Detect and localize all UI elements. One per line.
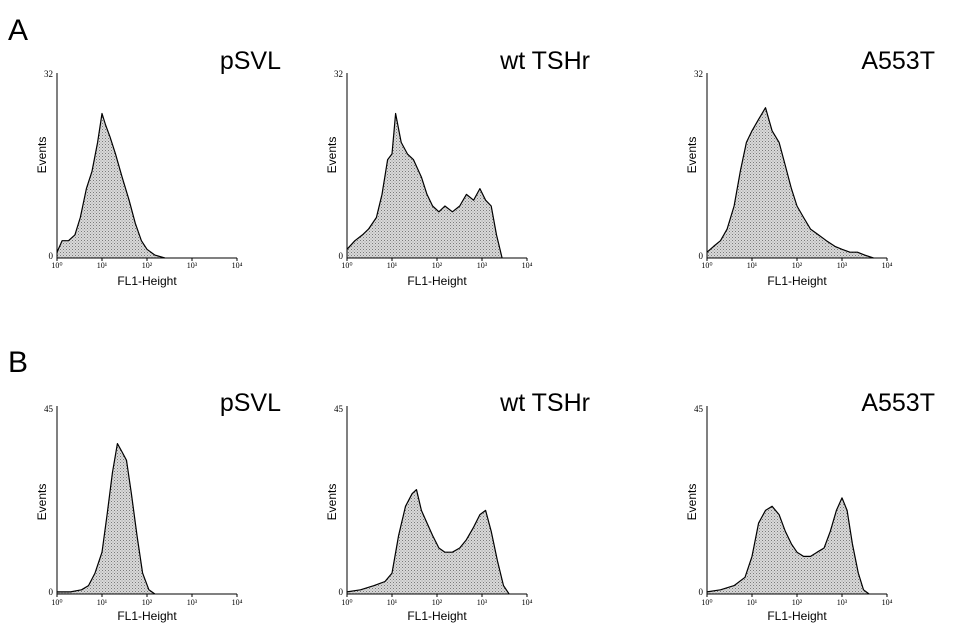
x-tick-label: 10⁰ <box>51 598 62 607</box>
x-tick-label: 10² <box>792 261 803 270</box>
sample-title: wt TSHr <box>499 389 590 417</box>
x-tick-label: 10⁰ <box>51 261 62 270</box>
x-tick-label: 10⁴ <box>882 261 893 270</box>
x-tick-label: 10² <box>792 598 803 607</box>
sample-title: pSVL <box>220 47 281 75</box>
x-tick-label: 10⁴ <box>522 598 533 607</box>
x-axis-label: FL1-Height <box>767 274 827 288</box>
histogram-outline <box>346 489 510 595</box>
sample-title: pSVL <box>220 389 281 417</box>
sample-title: A553T <box>861 389 935 417</box>
y-max-label: 32 <box>44 69 53 79</box>
x-tick-label: 10⁴ <box>232 598 243 607</box>
y-axis-label: Events <box>685 484 699 521</box>
y-min-label: 0 <box>49 587 54 597</box>
x-tick-label: 10³ <box>187 261 198 270</box>
x-tick-label: 10⁰ <box>341 261 352 270</box>
y-axis-label: Events <box>35 137 49 174</box>
y-max-label: 45 <box>694 404 704 414</box>
x-tick-label: 10¹ <box>387 598 398 607</box>
y-max-label: 45 <box>44 404 54 414</box>
histogram-outline <box>706 497 870 595</box>
x-axis-label: FL1-Height <box>767 609 827 623</box>
x-tick-label: 10⁰ <box>701 261 712 270</box>
x-tick-label: 10³ <box>187 598 198 607</box>
x-axis-label: FL1-Height <box>117 274 177 288</box>
histogram-fill <box>707 497 870 594</box>
x-tick-label: 10³ <box>837 598 848 607</box>
y-max-label: 45 <box>334 404 344 414</box>
x-axis-label: FL1-Height <box>117 609 177 623</box>
histogram-outline <box>56 112 166 259</box>
x-tick-label: 10¹ <box>97 261 108 270</box>
panel-letter-a: A <box>8 14 28 47</box>
histogram-outline <box>706 107 874 259</box>
panel-letter-b: B <box>8 346 28 379</box>
y-axis-label: Events <box>325 484 339 521</box>
x-tick-label: 10¹ <box>97 598 108 607</box>
y-max-label: 32 <box>334 69 343 79</box>
y-axis-label: Events <box>685 137 699 174</box>
x-tick-label: 10³ <box>837 261 848 270</box>
x-tick-label: 10² <box>142 598 153 607</box>
x-tick-label: 10⁴ <box>232 261 243 270</box>
x-tick-label: 10² <box>432 261 443 270</box>
histogram-fill <box>707 107 874 258</box>
y-min-label: 0 <box>699 587 704 597</box>
x-tick-label: 10³ <box>477 261 488 270</box>
x-tick-label: 10⁴ <box>882 598 893 607</box>
y-min-label: 0 <box>339 251 344 261</box>
histogram-outline <box>57 443 156 595</box>
x-tick-label: 10² <box>432 598 443 607</box>
histogram-outline <box>346 112 503 259</box>
x-tick-label: 10⁴ <box>522 261 533 270</box>
y-max-label: 32 <box>694 69 703 79</box>
x-tick-label: 10¹ <box>747 261 758 270</box>
x-tick-label: 10² <box>142 261 153 270</box>
x-axis-label: FL1-Height <box>407 609 467 623</box>
sample-title: wt TSHr <box>499 47 590 75</box>
histogram-fill <box>57 113 165 258</box>
histogram-fill <box>347 113 503 258</box>
y-min-label: 0 <box>339 587 344 597</box>
x-axis-label: FL1-Height <box>407 274 467 288</box>
y-axis-label: Events <box>35 484 49 521</box>
sample-title: A553T <box>861 47 935 75</box>
y-min-label: 0 <box>49 251 54 261</box>
histogram-fill <box>347 489 510 594</box>
y-axis-label: Events <box>325 137 339 174</box>
x-tick-label: 10⁰ <box>701 598 712 607</box>
x-tick-label: 10³ <box>477 598 488 607</box>
x-tick-label: 10¹ <box>747 598 758 607</box>
histogram-fill <box>57 443 155 594</box>
y-min-label: 0 <box>699 251 704 261</box>
x-tick-label: 10⁰ <box>341 598 352 607</box>
x-tick-label: 10¹ <box>387 261 398 270</box>
